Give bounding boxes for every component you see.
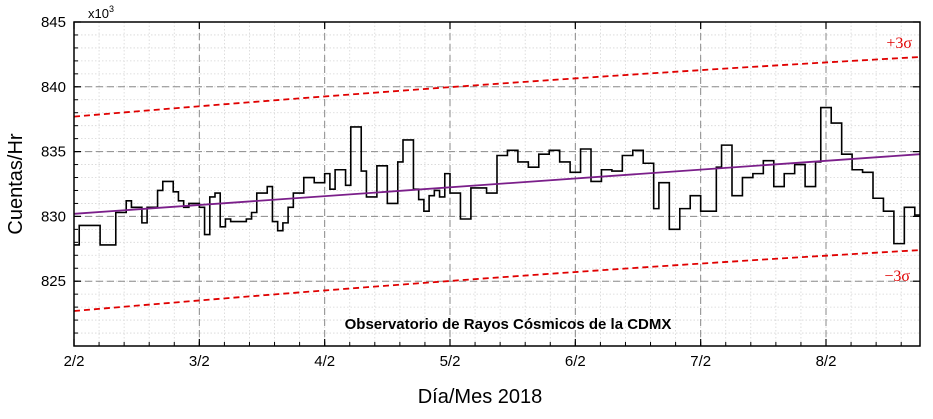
y-tick-label: 845 bbox=[41, 14, 66, 31]
y-tick-label: 830 bbox=[41, 208, 66, 225]
step-line bbox=[74, 106, 920, 246]
plot-frame bbox=[73, 21, 921, 347]
lower-sigma-line bbox=[73, 249, 921, 312]
minus-sigma-label: −3σ bbox=[884, 268, 910, 285]
plus-sigma-label: +3σ bbox=[886, 35, 912, 52]
x-axis-title: Día/Mes 2018 bbox=[418, 386, 543, 408]
y-tick-label: 825 bbox=[41, 273, 66, 290]
y-axis-title: Cuentas/Hr bbox=[5, 133, 27, 234]
x-tick-label: 6/2 bbox=[565, 353, 586, 370]
chart-annotation: Observatorio de Rayos Cósmicos de la CDM… bbox=[345, 316, 672, 333]
trend-line bbox=[73, 153, 921, 215]
data-series bbox=[74, 106, 920, 246]
x-tick-label: 5/2 bbox=[440, 353, 461, 370]
x-tick-label: 4/2 bbox=[314, 353, 335, 370]
y-multiplier: x103 bbox=[88, 4, 114, 21]
upper-sigma-line bbox=[73, 56, 921, 118]
y-tick-labels: 825 830 835 840 845 bbox=[41, 14, 66, 290]
axis-ticks bbox=[73, 21, 920, 347]
trend-series bbox=[73, 153, 921, 215]
x-tick-label: 2/2 bbox=[64, 353, 85, 370]
x-tick-labels: 2/2 3/2 4/2 5/2 6/2 7/2 8/2 bbox=[64, 353, 837, 370]
x-tick-label: 8/2 bbox=[816, 353, 837, 370]
sigma-lines bbox=[73, 56, 921, 312]
x-tick-label: 7/2 bbox=[690, 353, 711, 370]
y-tick-label: 840 bbox=[41, 79, 66, 96]
y-tick-label: 835 bbox=[41, 144, 66, 161]
x-tick-label: 3/2 bbox=[189, 353, 210, 370]
